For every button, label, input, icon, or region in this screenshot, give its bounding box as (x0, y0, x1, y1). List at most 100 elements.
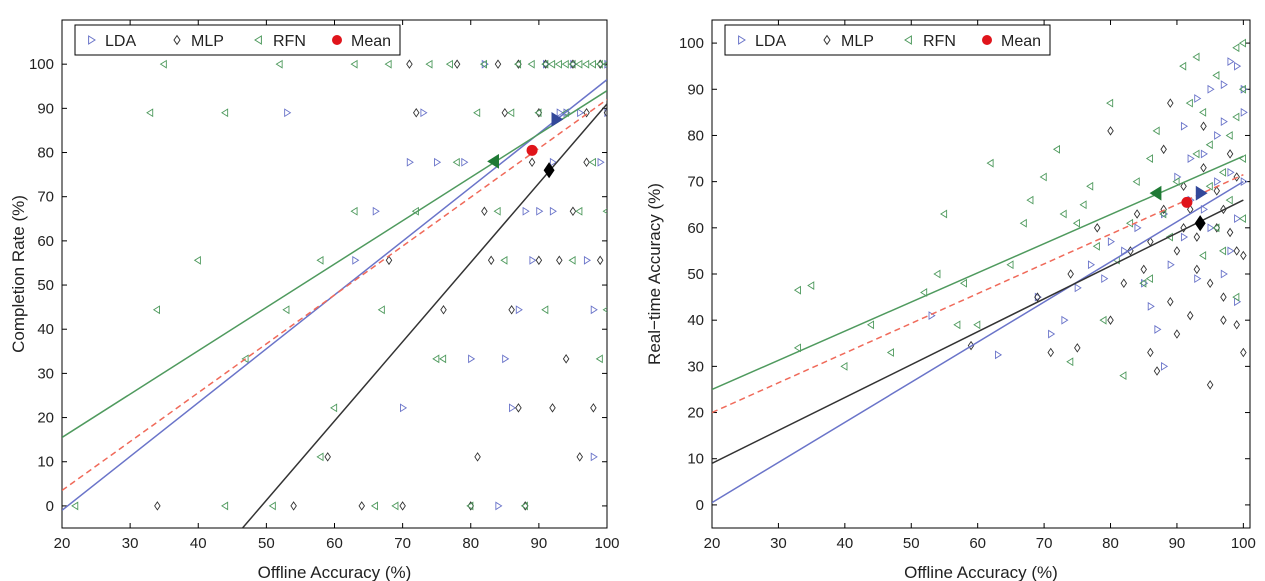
legend-marker-mlp (823, 34, 831, 46)
data-point-lda (352, 255, 360, 265)
data-point-mlp (1233, 246, 1240, 256)
data-point-rfn (602, 307, 607, 313)
data-point-mlp (562, 354, 570, 364)
data-point-rfn (282, 305, 290, 315)
series-rfn (71, 59, 607, 511)
data-point-lda (284, 108, 292, 118)
data-point-lda (468, 354, 476, 364)
data-point-rfn (1205, 181, 1213, 191)
legend-marker-lda (88, 35, 96, 45)
data-point-mlp (1220, 315, 1227, 325)
data-point-lda (1134, 223, 1142, 233)
data-point-lda (1200, 149, 1208, 159)
data-point-mlp (453, 59, 461, 69)
legend-marker-rfn (904, 35, 912, 45)
data-point-rfn (466, 501, 474, 511)
legend-marker-mlp (173, 34, 181, 46)
data-point-lda (1187, 154, 1195, 163)
x-tick-label: 60 (969, 535, 986, 552)
data-point-rfn (1238, 38, 1246, 48)
data-point-lda (1220, 269, 1228, 279)
legend-label-rfn: RFN (273, 33, 306, 50)
data-point-rfn (793, 343, 801, 353)
plot-area (712, 38, 1248, 504)
legend-label-rfn: RFN (923, 33, 956, 50)
data-point-rfn (1019, 218, 1027, 228)
data-point-rfn (1072, 218, 1080, 228)
data-point-lda (372, 206, 380, 216)
data-point-lda (1240, 107, 1248, 117)
x-tick-label: 60 (326, 535, 343, 552)
y-axis-label: Completion Rate (%) (9, 195, 28, 353)
data-point-mlp (290, 501, 297, 511)
x-tick-label: 50 (258, 535, 275, 552)
data-point-rfn (473, 108, 481, 118)
data-point-mlp (1107, 126, 1114, 136)
data-point-rfn (1052, 144, 1060, 154)
data-point-lda (1107, 237, 1115, 247)
y-tick-label: 0 (696, 497, 704, 514)
data-point-lda (529, 255, 537, 265)
data-point-mlp (474, 452, 481, 462)
data-point-rfn (1218, 246, 1227, 256)
data-point-mlp (1167, 296, 1174, 307)
data-point-lda (434, 157, 442, 167)
legend: LDA MLP RFN Mean (74, 24, 401, 56)
x-tick-label: 70 (1036, 535, 1053, 552)
x-tick-label: 90 (1169, 535, 1186, 552)
data-point-rfn (1225, 195, 1233, 205)
y-tick-label: 30 (37, 365, 54, 382)
y-tick-label: 60 (37, 233, 54, 250)
data-point-lda (1180, 121, 1189, 131)
data-point-rfn (595, 354, 603, 364)
legend-box (74, 24, 401, 56)
data-point-rfn (1145, 274, 1153, 284)
data-point-rfn (275, 59, 283, 69)
data-point-mlp (590, 403, 597, 413)
y-tick-label: 0 (46, 498, 54, 515)
y-tick-label: 100 (29, 56, 54, 73)
data-point-mlp (1107, 315, 1114, 325)
series-rfn (793, 38, 1246, 381)
data-point-rfn (159, 59, 167, 69)
data-point-mlp (1180, 181, 1187, 192)
data-point-lda (1048, 329, 1056, 339)
data-point-lda (1214, 131, 1222, 140)
data-point-mlp (385, 255, 393, 266)
data-point-rfn (541, 305, 549, 315)
legend: LDA MLP RFN Mean (724, 24, 1051, 56)
data-point-mlp (1120, 278, 1128, 288)
data-point-rfn (1119, 371, 1127, 381)
data-point-rfn (241, 354, 249, 364)
x-tick-label: 40 (836, 535, 853, 552)
data-point-rfn (1192, 52, 1200, 62)
data-point-rfn (575, 59, 583, 69)
data-point-lda (1227, 57, 1235, 66)
data-point-rfn (452, 157, 460, 167)
data-point-lda (1240, 177, 1248, 187)
data-point-mlp (556, 255, 563, 266)
data-point-lda (1101, 274, 1109, 284)
data-point-mlp (583, 157, 590, 167)
data-point-rfn (807, 281, 815, 290)
data-point-rfn (1039, 172, 1047, 182)
x-axis-label: Offline Accuracy (%) (904, 563, 1058, 581)
data-point-lda (495, 501, 503, 511)
legend-label-mlp: MLP (841, 33, 874, 50)
data-point-mlp (1173, 329, 1181, 339)
data-point-mlp (515, 403, 522, 413)
y-tick-label: 70 (37, 189, 54, 206)
data-point-rfn (432, 354, 440, 364)
data-point-mlp (324, 452, 331, 462)
x-tick-label: 30 (122, 535, 139, 552)
data-point-mlp (1233, 172, 1240, 182)
data-point-mlp (508, 305, 515, 315)
data-point-lda (1234, 61, 1242, 71)
series-mlp (967, 98, 1247, 390)
y-tick-label: 10 (687, 451, 704, 468)
data-point-rfn (1179, 61, 1187, 71)
data-point-rfn (1212, 71, 1220, 80)
data-point-rfn (920, 288, 928, 297)
legend-label-mean: Mean (1001, 33, 1041, 50)
data-point-mlp (603, 108, 607, 118)
